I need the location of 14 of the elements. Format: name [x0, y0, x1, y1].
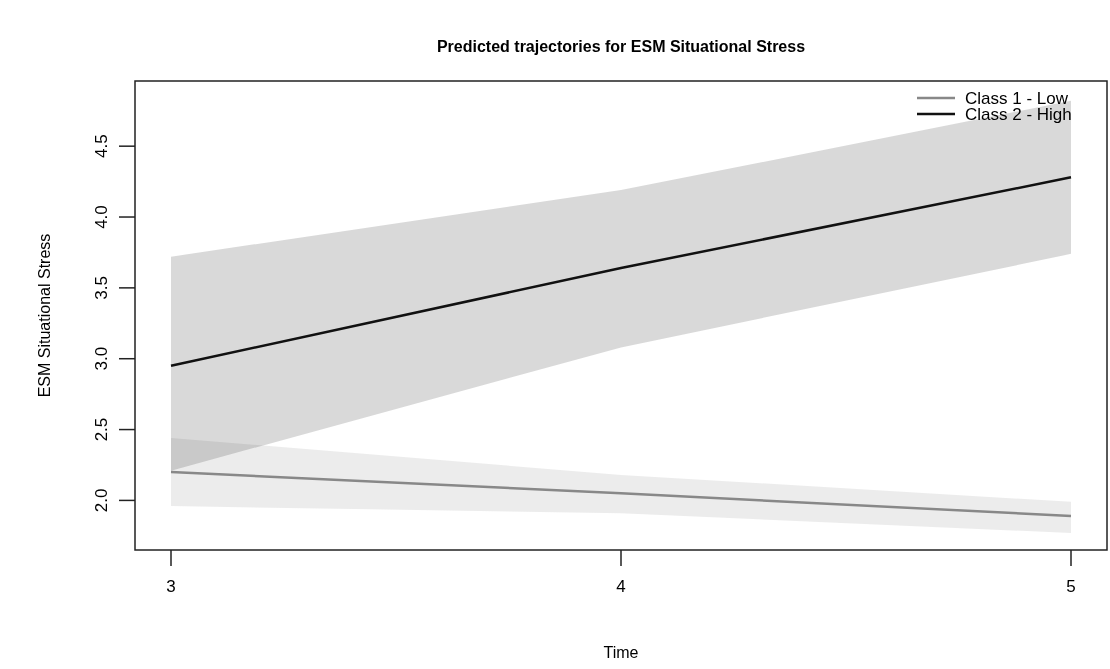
- legend-label: Class 2 - High: [965, 105, 1072, 124]
- y-tick-label: 3.0: [92, 346, 111, 371]
- chart-title: Predicted trajectories for ESM Situational Stress: [436, 38, 806, 55]
- legend-label: Class 1 - Low: [965, 89, 1069, 108]
- y-axis-title: ESM Situational Stress: [36, 233, 53, 398]
- y-tick-label: 4.0: [92, 205, 111, 229]
- y-tick-label: 2.5: [92, 417, 111, 442]
- x-axis-title: Time: [603, 644, 639, 661]
- x-tick-label: 3: [166, 577, 176, 596]
- x-tick-label: 5: [1066, 577, 1076, 596]
- y-tick-label: 2.0: [92, 488, 111, 513]
- y-tick-label: 3.5: [92, 276, 111, 300]
- y-tick-label: 4.5: [92, 134, 111, 158]
- x-tick-label: 4: [616, 577, 626, 596]
